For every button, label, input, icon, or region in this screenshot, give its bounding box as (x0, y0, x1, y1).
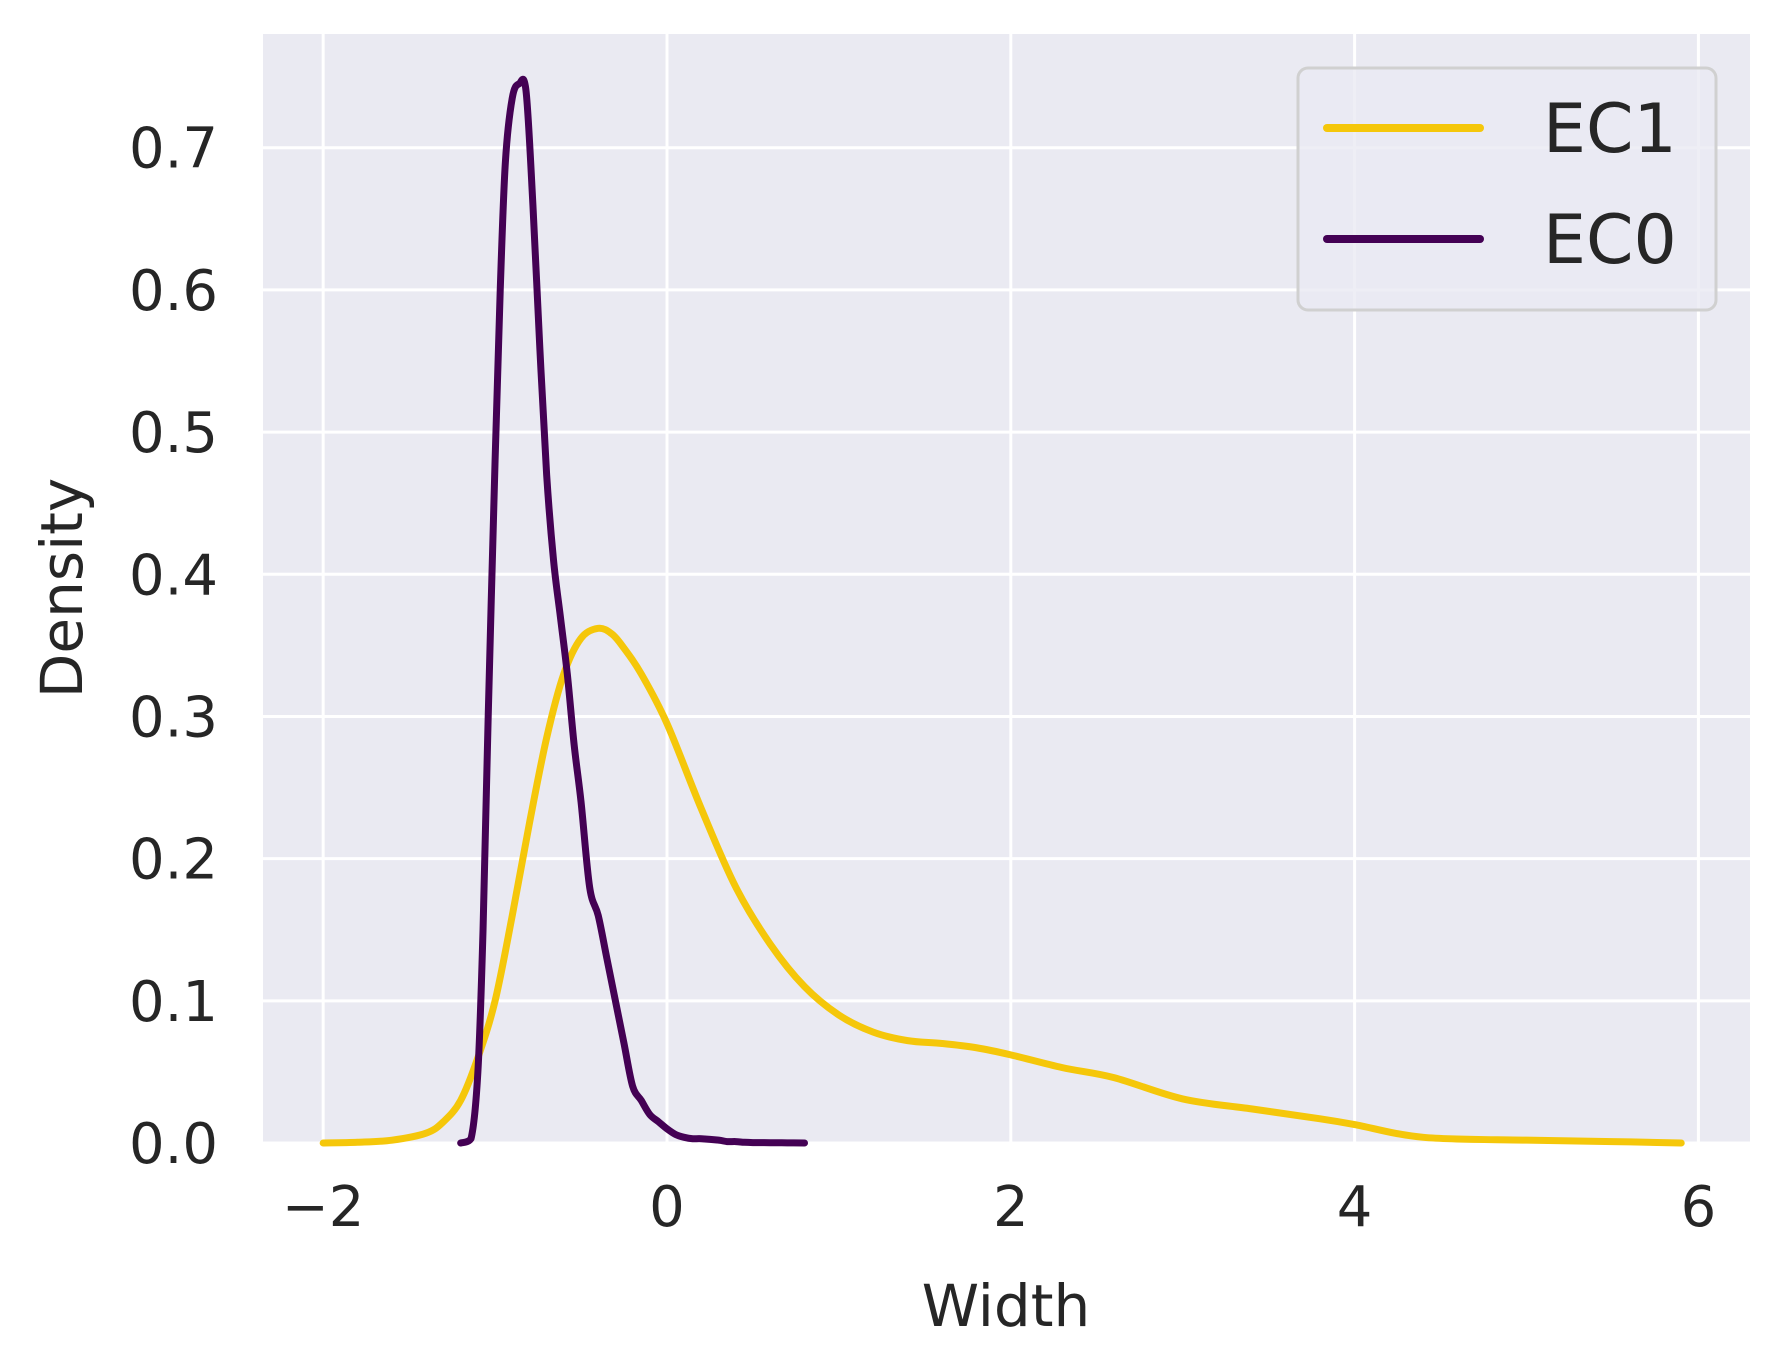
x-tick-label: −2 (282, 1175, 365, 1240)
x-tick-label: 0 (649, 1175, 685, 1240)
y-axis-label: Density (28, 478, 96, 699)
y-tick-label: 0.1 (129, 970, 218, 1035)
x-tick-labels: −2 0 2 4 6 (282, 1175, 1716, 1240)
series-line-ec0 (457, 75, 809, 1147)
y-tick-label: 0.3 (129, 685, 218, 750)
y-tick-labels: 0.0 0.1 0.2 0.3 0.4 0.5 0.6 0.7 (129, 117, 218, 1177)
x-tick-label: 6 (1681, 1175, 1717, 1240)
x-tick-label: 2 (993, 1175, 1029, 1240)
series-layer (319, 75, 1685, 1147)
y-tick-label: 0.4 (129, 543, 218, 608)
x-tick-label: 4 (1337, 1175, 1373, 1240)
x-axis-label: Width (922, 1272, 1091, 1340)
y-tick-label: 0.6 (129, 259, 218, 324)
legend-label-ec0: EC0 (1543, 201, 1677, 280)
y-tick-label: 0.7 (129, 117, 218, 182)
y-tick-label: 0.2 (129, 828, 218, 893)
legend-label-ec1: EC1 (1543, 90, 1677, 169)
y-tick-label: 0.5 (129, 401, 218, 466)
series-line-ec1 (319, 624, 1685, 1147)
grid-lines (263, 34, 1750, 1145)
y-tick-label: 0.0 (129, 1112, 218, 1177)
